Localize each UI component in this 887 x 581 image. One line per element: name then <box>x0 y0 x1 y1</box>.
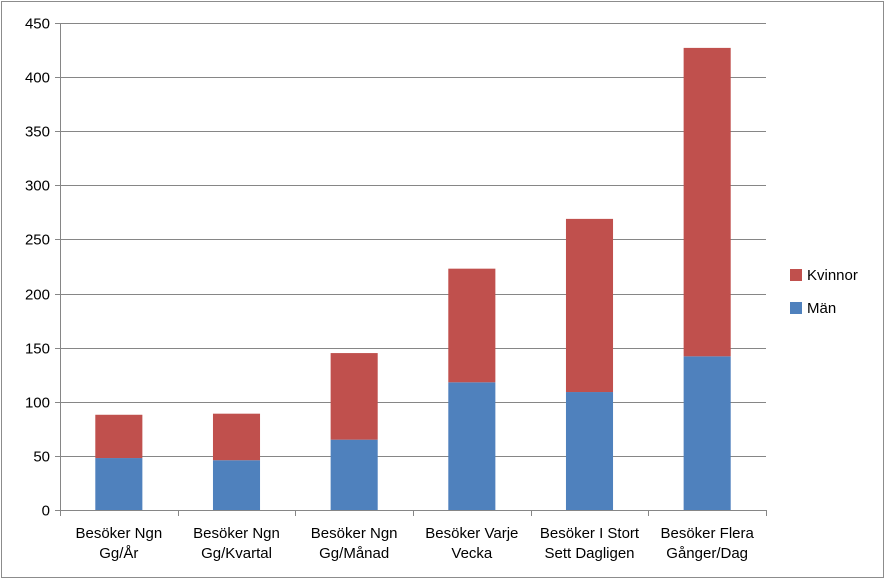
legend-swatch-kvinnor <box>790 269 802 281</box>
y-tick-label: 400 <box>25 70 50 87</box>
legend-swatch-man <box>790 302 802 314</box>
y-tick-label: 200 <box>25 287 50 304</box>
x-tick-label: Sett Dagligen <box>544 545 634 562</box>
bar-man <box>330 439 378 510</box>
bar-kvinnor <box>95 414 143 459</box>
bar-man <box>683 356 731 510</box>
legend-item-kvinnor: Kvinnor <box>790 264 858 286</box>
axes <box>55 23 767 516</box>
x-tick-label: Vecka <box>451 545 493 562</box>
bar-kvinnor <box>683 47 731 357</box>
bar-kvinnor <box>212 413 261 461</box>
legend-label-kvinnor: Kvinnor <box>807 266 858 284</box>
y-tick-label: 0 <box>42 503 50 520</box>
y-tick-labels: 0 50 100 150 200 250 300 350 400 450 <box>25 16 50 520</box>
gridlines <box>60 23 766 457</box>
y-tick-label: 300 <box>25 178 50 195</box>
x-tick-labels: Besöker Ngn Gg/År Besöker Ngn Gg/Kvartal Bes… <box>75 525 754 562</box>
x-tick-label: Gg/År <box>99 545 138 562</box>
x-tick-label: Besöker Flera <box>660 525 754 542</box>
y-tick-label: 350 <box>25 124 50 141</box>
y-tick-label: 50 <box>33 449 50 466</box>
x-tick-label: Gg/Kvartal <box>201 545 272 562</box>
y-tick-label: 450 <box>25 16 50 33</box>
x-tick-label: Besöker Ngn <box>75 525 162 542</box>
x-tick-label: Besöker Ngn <box>311 525 398 542</box>
legend-item-man: Män <box>790 297 858 319</box>
y-tick-label: 150 <box>25 341 50 358</box>
bars <box>95 47 731 510</box>
bar-man <box>565 392 614 510</box>
bar-man <box>212 460 261 510</box>
y-tick-label: 100 <box>25 395 50 412</box>
x-tick-label: Besöker Ngn <box>193 525 280 542</box>
legend-label-man: Män <box>807 299 837 317</box>
x-tick-label: Besöker I Stort <box>540 525 640 542</box>
bar-kvinnor <box>565 218 614 393</box>
legend: Kvinnor Män <box>790 264 858 330</box>
x-tick-label: Gg/Månad <box>319 545 389 562</box>
y-tick-label: 250 <box>25 232 50 249</box>
x-tick-label: Gånger/Dag <box>666 545 748 562</box>
bar-kvinnor <box>330 353 378 440</box>
x-tick-label: Besöker Varje <box>425 525 518 542</box>
bar-kvinnor <box>448 268 496 383</box>
bar-man <box>95 458 143 510</box>
bar-man <box>448 382 496 510</box>
